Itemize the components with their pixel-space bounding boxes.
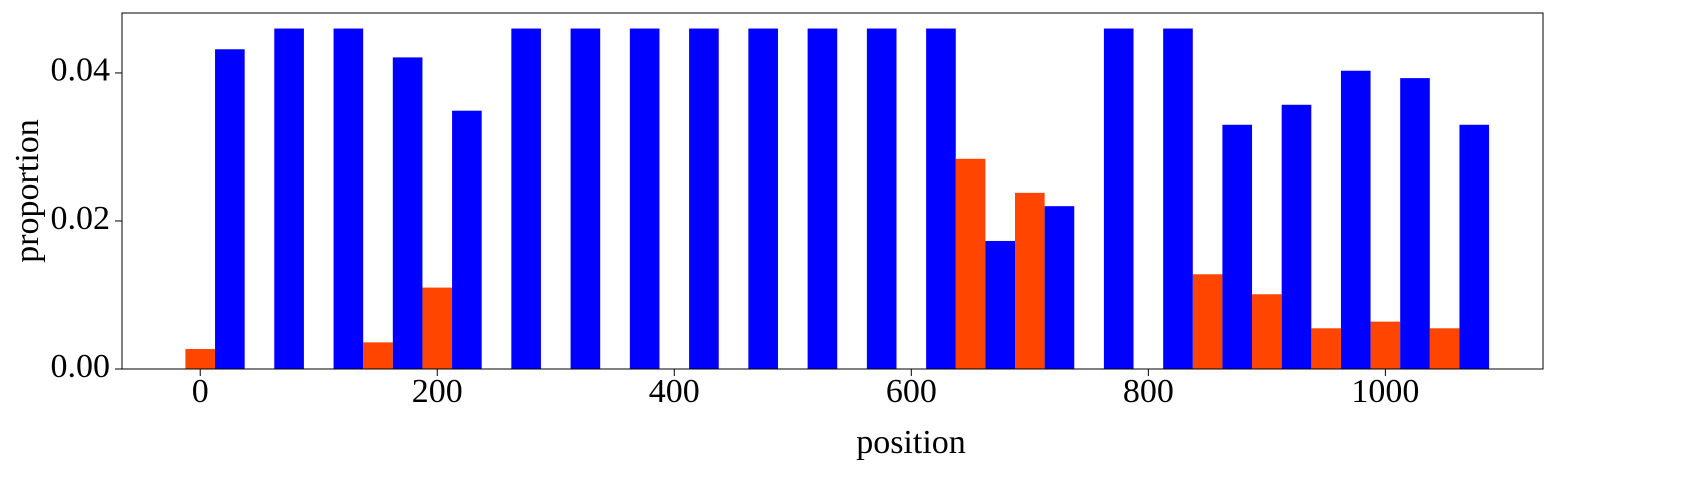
bar (866, 28, 897, 369)
x-tick-label: 1000 (1351, 373, 1419, 410)
bar (570, 28, 601, 369)
bar (1429, 328, 1460, 369)
x-tick-label: 800 (1123, 373, 1174, 410)
bar (1281, 104, 1312, 370)
bar (1222, 124, 1253, 369)
bar (185, 349, 216, 369)
bar (452, 110, 482, 369)
bar (1311, 328, 1341, 369)
bar (274, 28, 304, 369)
bar (215, 49, 245, 369)
plot-frame (121, 12, 1544, 370)
bar (1459, 124, 1490, 369)
bar (926, 28, 956, 369)
y-tick-label: 0.00 (51, 348, 111, 385)
y-axis-label: proportion (9, 119, 46, 263)
bar (1340, 70, 1371, 369)
bar (1252, 294, 1282, 369)
bar (1400, 78, 1430, 369)
bar (422, 287, 453, 369)
x-tick-label: 0 (192, 373, 209, 410)
bar (1044, 206, 1075, 369)
bar (629, 28, 660, 369)
bar (1370, 321, 1401, 369)
x-tick-label: 200 (412, 373, 463, 410)
y-tick-label: 0.04 (51, 52, 111, 89)
x-tick-label: 400 (649, 373, 700, 410)
bar (511, 28, 541, 369)
bar (363, 342, 393, 369)
bar (985, 240, 1016, 369)
bar (1192, 274, 1223, 369)
bar (807, 28, 838, 369)
bar (748, 28, 778, 369)
bar (1015, 192, 1045, 369)
bar (1103, 28, 1134, 369)
x-axis-label: position (856, 424, 966, 461)
y-tick-label: 0.02 (51, 200, 111, 237)
bar (689, 28, 719, 369)
bar (955, 158, 986, 369)
x-tick-label: 600 (886, 373, 937, 410)
bar (1163, 28, 1193, 369)
bar (333, 28, 364, 369)
bar (392, 57, 423, 370)
